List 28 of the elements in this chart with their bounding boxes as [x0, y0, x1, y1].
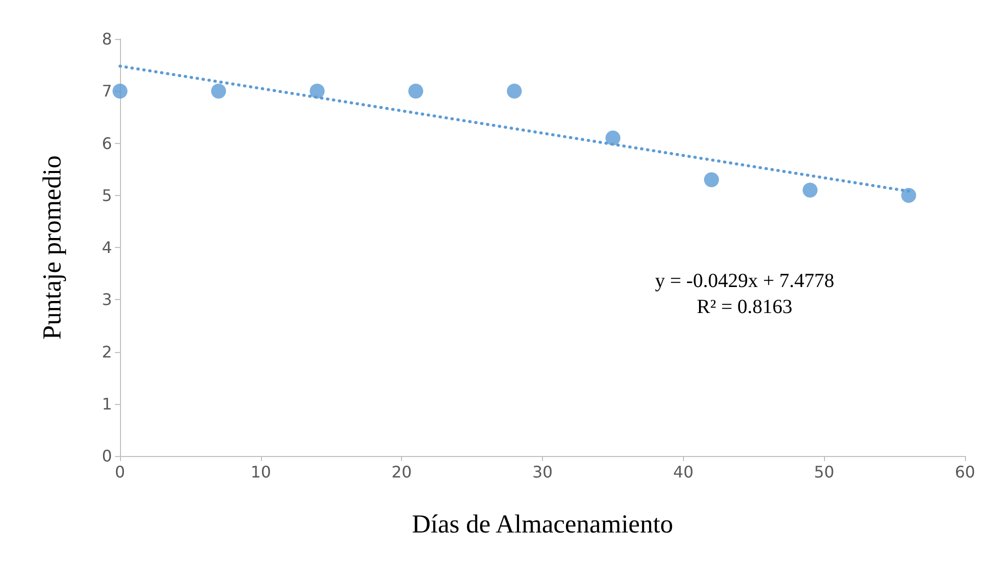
annotation: y = -0.0429x + 7.4778 R² = 0.8163	[655, 270, 834, 318]
point	[704, 172, 719, 188]
y-tick-label: 0	[102, 446, 112, 466]
y-axis-title: Puntaje promedio	[38, 155, 66, 340]
x-tick-label: 50	[814, 462, 834, 482]
x-axis-title: Días de Almacenamiento	[412, 510, 674, 538]
point	[605, 130, 620, 146]
point	[310, 84, 325, 99]
point	[112, 84, 128, 99]
x-tick-label: 60	[954, 462, 976, 482]
y-tick-label: 3	[102, 290, 112, 310]
y-tick-label: 2	[102, 342, 112, 362]
point	[211, 84, 226, 99]
y-tick-label: 8	[102, 30, 112, 48]
x-tick-label: 10	[250, 462, 272, 482]
x-tick-label: 40	[673, 462, 694, 482]
y-tick-label: 4	[102, 238, 112, 257]
y-tick-label: 1	[102, 394, 112, 414]
y-tick-label: 7	[102, 82, 112, 101]
x-tick-label: 20	[391, 462, 412, 482]
point	[408, 84, 424, 99]
x-tick-label: 0	[114, 462, 126, 482]
x-tick-label: 30	[532, 462, 553, 482]
y-tick-label: 5	[102, 186, 112, 205]
point	[802, 182, 818, 198]
y-tick-label: 6	[102, 134, 112, 153]
point	[901, 188, 916, 203]
point	[506, 84, 522, 99]
